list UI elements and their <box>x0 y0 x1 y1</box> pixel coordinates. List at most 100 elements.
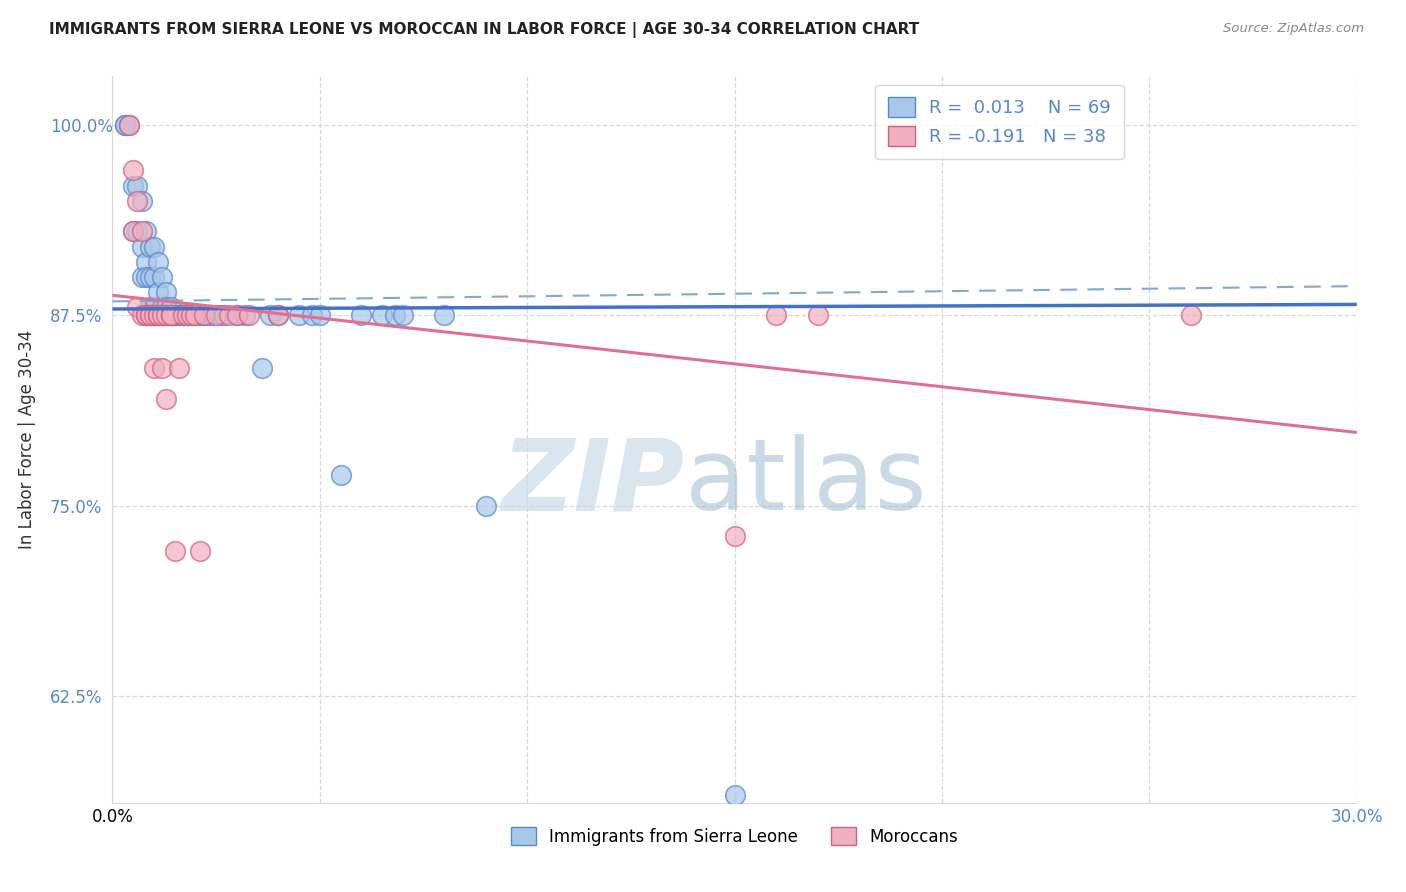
Point <box>155 285 177 300</box>
Point <box>139 308 162 322</box>
Point <box>267 308 290 322</box>
Point <box>146 308 169 322</box>
Point <box>329 468 352 483</box>
Point <box>131 194 153 208</box>
Text: atlas: atlas <box>685 434 927 532</box>
Point <box>122 224 145 238</box>
Point <box>139 270 162 285</box>
Point <box>159 301 181 315</box>
Point <box>131 270 153 285</box>
Point <box>127 224 149 238</box>
Point <box>146 285 169 300</box>
Point <box>172 308 194 322</box>
Point <box>135 254 157 268</box>
Point <box>122 224 145 238</box>
Point <box>127 178 149 193</box>
Point <box>197 308 219 322</box>
Point <box>188 544 211 558</box>
Point <box>135 308 157 322</box>
Point <box>259 308 281 322</box>
Point <box>146 308 169 322</box>
Point <box>131 224 153 238</box>
Point <box>131 308 153 322</box>
Point <box>180 308 202 322</box>
Point <box>301 308 323 322</box>
Point <box>238 308 260 322</box>
Point <box>159 308 181 322</box>
Point <box>250 361 273 376</box>
Point <box>155 301 177 315</box>
Point <box>114 118 136 132</box>
Point <box>150 361 173 376</box>
Point <box>172 308 194 322</box>
Point <box>143 308 166 322</box>
Point <box>267 308 290 322</box>
Point <box>146 308 169 322</box>
Text: IMMIGRANTS FROM SIERRA LEONE VS MOROCCAN IN LABOR FORCE | AGE 30-34 CORRELATION : IMMIGRANTS FROM SIERRA LEONE VS MOROCCAN… <box>49 22 920 38</box>
Point <box>214 308 236 322</box>
Point <box>159 308 181 322</box>
Point <box>765 308 787 322</box>
Legend: Immigrants from Sierra Leone, Moroccans: Immigrants from Sierra Leone, Moroccans <box>505 821 965 853</box>
Point <box>139 301 162 315</box>
Point <box>150 308 173 322</box>
Point <box>188 308 211 322</box>
Text: ZIP: ZIP <box>502 434 685 532</box>
Point <box>807 308 830 322</box>
Point <box>384 308 406 322</box>
Point <box>233 308 256 322</box>
Point <box>163 544 186 558</box>
Point <box>127 301 149 315</box>
Point <box>167 308 190 322</box>
Point <box>225 308 249 322</box>
Point <box>155 392 177 406</box>
Point <box>225 308 249 322</box>
Text: Source: ZipAtlas.com: Source: ZipAtlas.com <box>1223 22 1364 36</box>
Point <box>131 239 153 253</box>
Point <box>143 308 166 322</box>
Point <box>150 301 173 315</box>
Point <box>143 301 166 315</box>
Point <box>433 308 456 322</box>
Point <box>143 361 166 376</box>
Point <box>163 308 186 322</box>
Point <box>193 308 215 322</box>
Point <box>209 308 232 322</box>
Point <box>723 788 745 802</box>
Point <box>155 308 177 322</box>
Point <box>474 499 498 513</box>
Point <box>309 308 332 322</box>
Point <box>350 308 373 322</box>
Point <box>391 308 415 322</box>
Point <box>143 270 166 285</box>
Point <box>122 178 145 193</box>
Point <box>184 308 207 322</box>
Point <box>122 163 145 178</box>
Point <box>150 308 173 322</box>
Point <box>1180 308 1202 322</box>
Point <box>723 529 745 543</box>
Point <box>146 308 169 322</box>
Point <box>155 308 177 322</box>
Point <box>139 308 162 322</box>
Point <box>135 308 157 322</box>
Point <box>180 308 202 322</box>
Point <box>135 270 157 285</box>
Point <box>218 308 240 322</box>
Point <box>184 308 207 322</box>
Point <box>143 308 166 322</box>
Y-axis label: In Labor Force | Age 30-34: In Labor Force | Age 30-34 <box>18 330 37 549</box>
Point <box>155 308 177 322</box>
Point <box>201 308 224 322</box>
Point <box>143 239 166 253</box>
Point <box>135 308 157 322</box>
Point <box>139 308 162 322</box>
Point <box>172 308 194 322</box>
Point <box>135 224 157 238</box>
Point <box>146 254 169 268</box>
Point <box>139 239 162 253</box>
Point <box>167 361 190 376</box>
Point <box>176 308 198 322</box>
Point <box>159 308 181 322</box>
Point <box>127 194 149 208</box>
